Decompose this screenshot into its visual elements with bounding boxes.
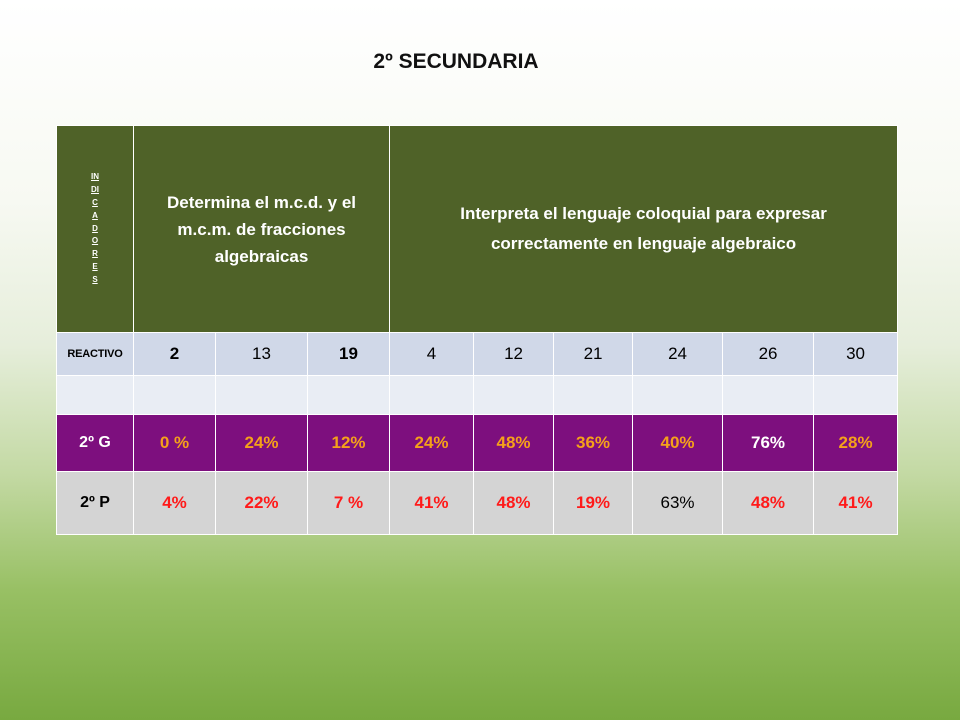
group-row-2g: 2º G 0 % 24% 12% 24% 48% 36% 40% 76% 28% [56, 414, 899, 472]
result-cell: 4% [133, 471, 216, 535]
reactivo-item: 13 [215, 332, 308, 376]
result-cell: 36% [553, 414, 634, 472]
blank-cell [133, 375, 216, 415]
slide-title: 2º SECUNDARIA [373, 50, 539, 73]
reactivo-item: 19 [306, 332, 391, 376]
reactivo-row: REACTIVO 2 13 19 4 12 21 24 26 30 [56, 332, 899, 376]
result-cell: 24% [215, 414, 308, 472]
result-cell: 76% [722, 414, 815, 472]
result-cell: 24% [389, 414, 475, 472]
result-cell: 63% [632, 471, 724, 535]
result-cell: 0 % [133, 414, 216, 472]
blank-cell [306, 375, 391, 415]
blank-cell [632, 375, 724, 415]
reactivo-item: 12 [473, 332, 555, 376]
indicadores-label: INDICADORES [91, 172, 99, 284]
indicadores-header: INDICADORES [56, 125, 134, 333]
blank-cell [56, 375, 134, 415]
blank-cell [473, 375, 555, 415]
reactivo-item: 2 [133, 332, 216, 376]
result-cell: 48% [473, 471, 555, 535]
blank-cell [722, 375, 815, 415]
result-cell: 19% [553, 471, 634, 535]
result-cell: 28% [813, 414, 899, 472]
group-label: 2º P [56, 471, 134, 535]
blank-cell [553, 375, 634, 415]
results-table: INDICADORES Determina el m.c.d. y el m.c… [56, 125, 899, 535]
blank-row [56, 375, 899, 415]
result-cell: 7 % [306, 471, 391, 535]
group-row-2p: 2º P 4% 22% 7 % 41% 48% 19% 63% 48% 41% [56, 471, 899, 535]
blank-cell [813, 375, 899, 415]
reactivo-item: 4 [389, 332, 475, 376]
result-cell: 22% [215, 471, 308, 535]
result-cell: 48% [722, 471, 815, 535]
indicator-2: Interpreta el lenguaje coloquial para ex… [389, 125, 899, 333]
result-cell: 40% [632, 414, 724, 472]
result-cell: 41% [389, 471, 475, 535]
indicator-1: Determina el m.c.d. y el m.c.m. de fracc… [132, 125, 391, 333]
result-cell: 48% [473, 414, 555, 472]
reactivo-item: 24 [632, 332, 724, 376]
reactivo-item: 30 [813, 332, 899, 376]
blank-cell [215, 375, 308, 415]
result-cell: 12% [306, 414, 391, 472]
indicators-row: INDICADORES Determina el m.c.d. y el m.c… [56, 125, 899, 333]
result-cell: 41% [813, 471, 899, 535]
blank-cell [389, 375, 475, 415]
group-label: 2º G [56, 414, 134, 472]
reactivo-item: 26 [722, 332, 815, 376]
reactivo-label: REACTIVO [56, 332, 134, 376]
reactivo-item: 21 [553, 332, 634, 376]
